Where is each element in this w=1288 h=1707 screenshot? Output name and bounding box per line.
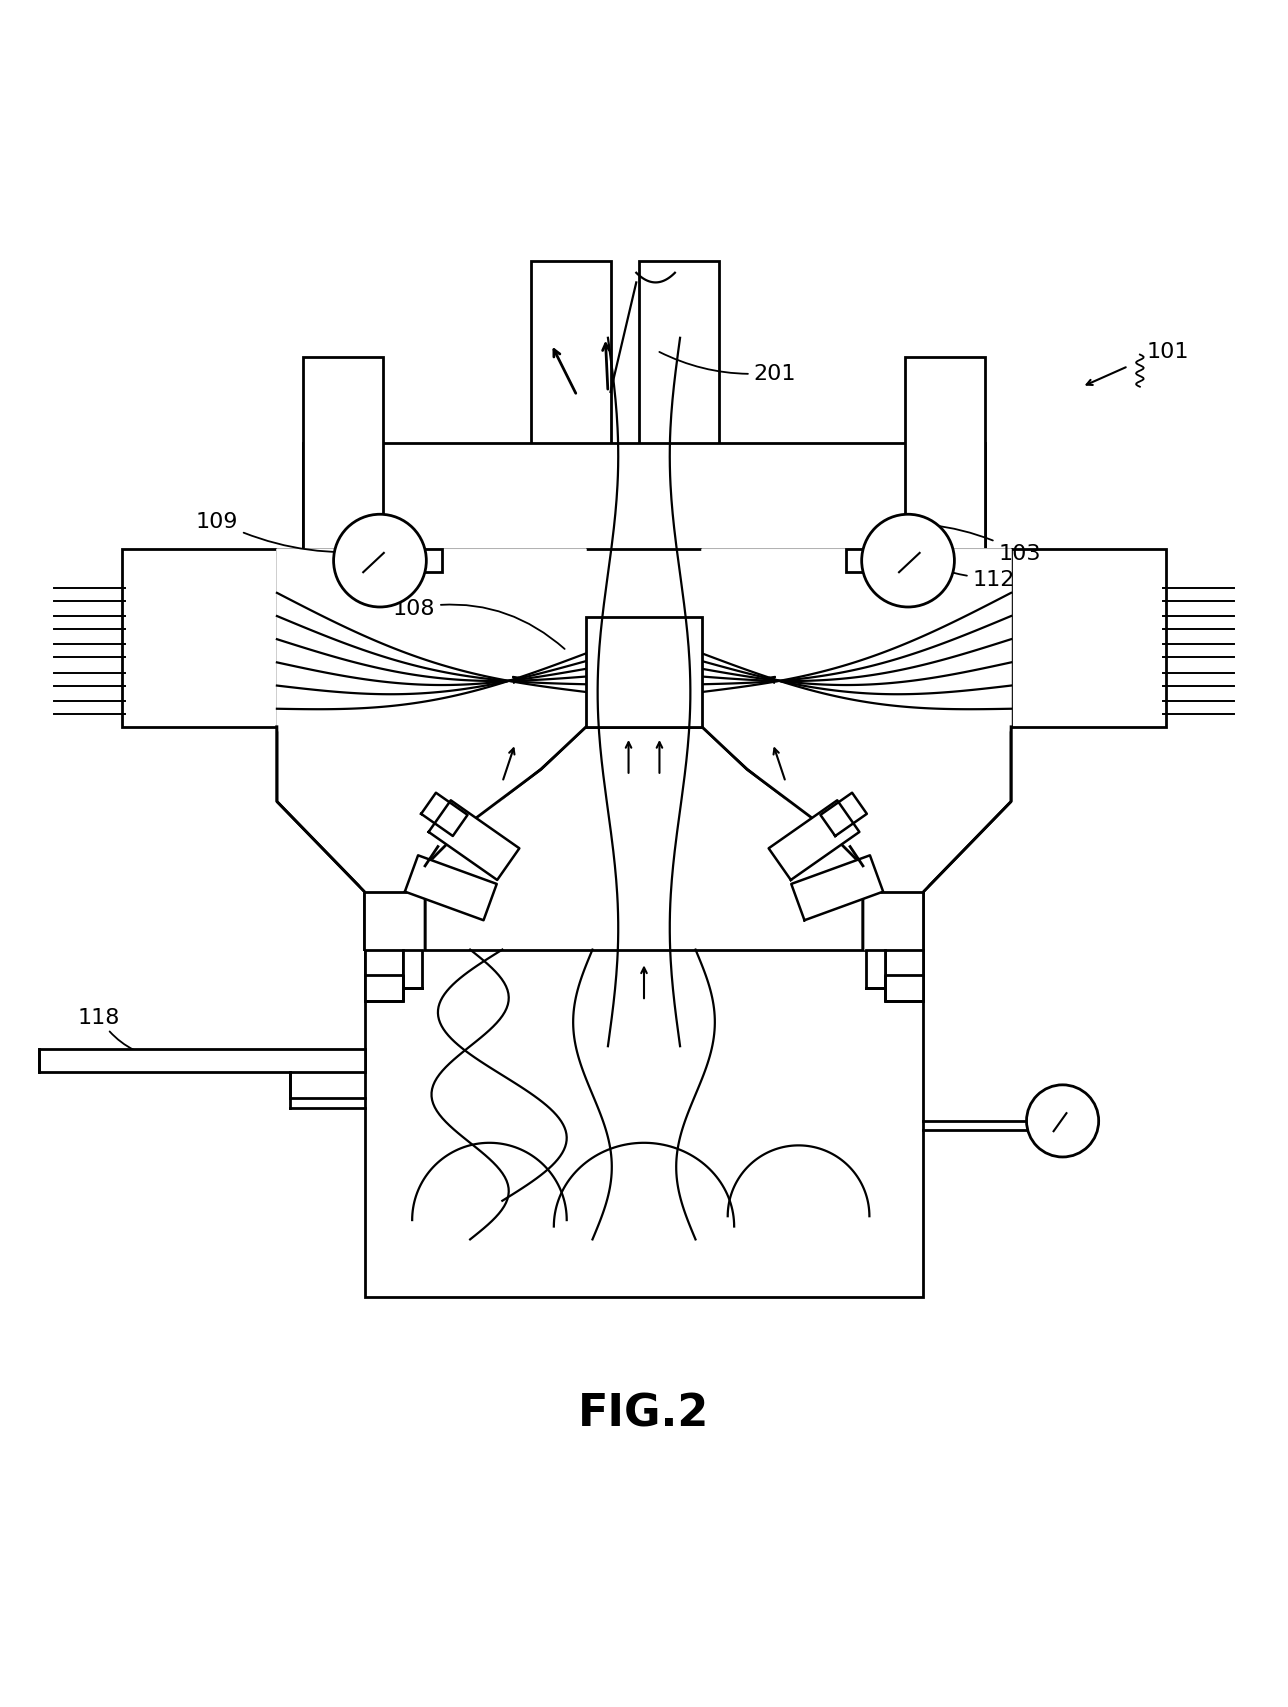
Polygon shape bbox=[820, 794, 867, 836]
Circle shape bbox=[1027, 1086, 1099, 1157]
Circle shape bbox=[862, 516, 954, 608]
Text: 103: 103 bbox=[930, 526, 1041, 563]
Bar bbox=[885, 951, 923, 1002]
Polygon shape bbox=[429, 801, 519, 881]
Polygon shape bbox=[791, 855, 884, 920]
Bar bbox=[416, 550, 442, 574]
Polygon shape bbox=[702, 550, 1011, 951]
Text: 112: 112 bbox=[911, 558, 1015, 589]
Text: 201: 201 bbox=[659, 353, 796, 384]
Bar bbox=[303, 444, 985, 558]
Bar bbox=[1011, 550, 1166, 727]
Polygon shape bbox=[769, 801, 859, 881]
Bar bbox=[846, 550, 872, 574]
Text: FIG.2: FIG.2 bbox=[578, 1391, 710, 1436]
Bar bbox=[866, 951, 885, 988]
Text: 118: 118 bbox=[77, 1007, 165, 1058]
Polygon shape bbox=[277, 550, 586, 951]
Bar bbox=[639, 261, 719, 447]
Text: 108: 108 bbox=[393, 599, 564, 650]
Bar bbox=[365, 951, 923, 1297]
Bar bbox=[303, 358, 383, 558]
Bar bbox=[122, 550, 277, 727]
Bar bbox=[531, 261, 611, 447]
Bar bbox=[905, 358, 985, 558]
Text: 101: 101 bbox=[1146, 341, 1189, 362]
Bar bbox=[365, 951, 403, 1002]
Polygon shape bbox=[421, 794, 468, 836]
Bar bbox=[403, 951, 422, 988]
Circle shape bbox=[334, 516, 426, 608]
Polygon shape bbox=[404, 855, 497, 920]
Bar bbox=[277, 550, 1011, 727]
Bar bbox=[586, 618, 702, 727]
Bar bbox=[39, 1050, 365, 1072]
Text: 109: 109 bbox=[196, 512, 377, 553]
